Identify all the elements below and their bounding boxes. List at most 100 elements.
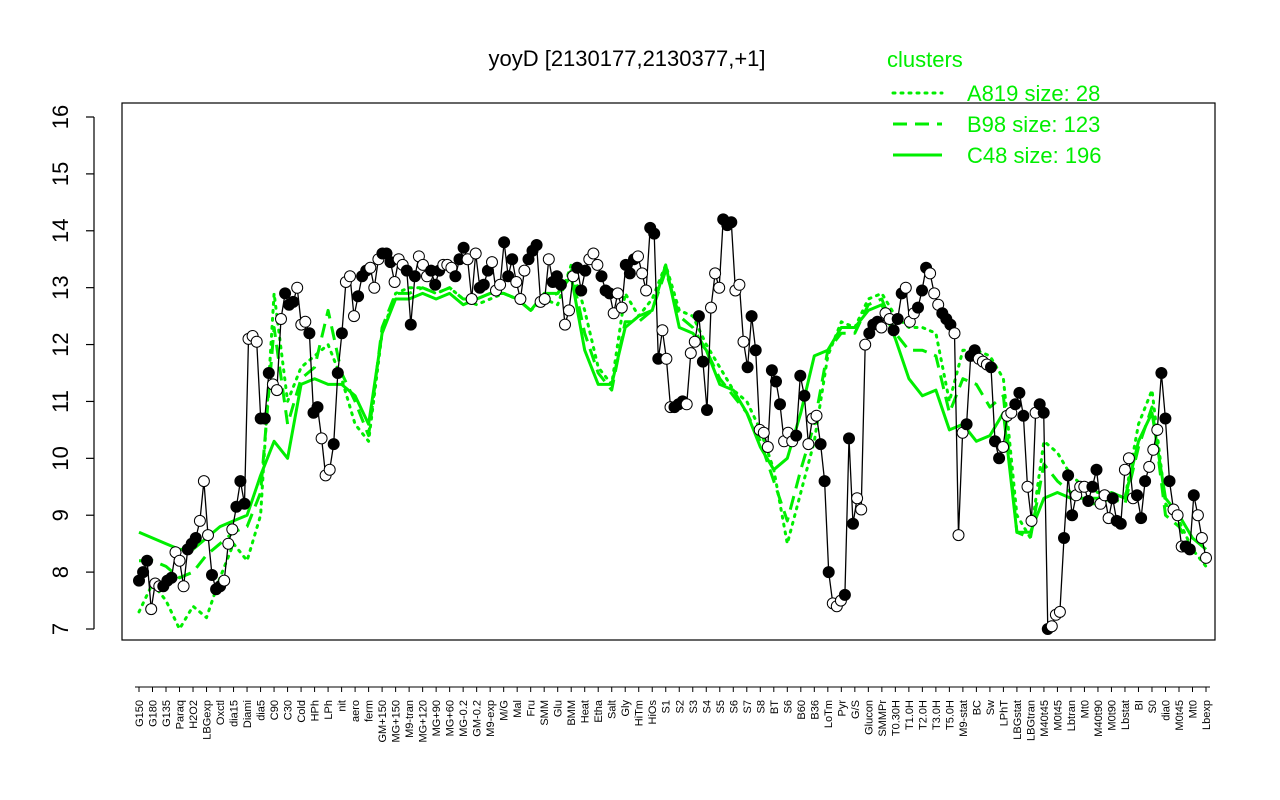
x-tick-label: Oxctl	[215, 700, 227, 725]
cluster-line-C48	[138, 263, 1207, 551]
data-point	[327, 438, 340, 451]
data-point	[193, 514, 206, 527]
data-point	[851, 492, 864, 505]
data-point	[226, 523, 239, 536]
data-point	[757, 426, 770, 439]
data-point	[206, 569, 218, 581]
data-point	[559, 318, 571, 331]
data-point	[364, 261, 377, 274]
x-tick-label: S8	[755, 700, 767, 713]
x-tick-label: S6	[728, 700, 740, 713]
x-tick-label: S1	[661, 700, 673, 713]
data-point	[457, 241, 470, 254]
data-point	[822, 566, 835, 579]
data-point	[189, 532, 202, 544]
data-point	[1195, 532, 1208, 544]
x-tick-label: GM-0.2	[472, 700, 484, 737]
x-tick-label: M0t45	[1174, 700, 1186, 731]
data-point	[701, 404, 713, 416]
x-tick-label: Lbexp	[1201, 700, 1213, 730]
x-tick-label: LPhT	[998, 700, 1010, 727]
legend-entry: B98 size: 123	[967, 112, 1100, 137]
data-point	[761, 441, 774, 453]
y-tick-label: 7	[48, 623, 73, 635]
data-point	[486, 256, 498, 269]
x-tick-label: Sw	[985, 700, 997, 715]
data-point	[1200, 551, 1212, 564]
data-point	[331, 367, 344, 379]
data-point	[607, 307, 620, 320]
x-tick-label: LPh	[323, 700, 335, 720]
data-point	[335, 327, 348, 340]
data-point	[234, 475, 247, 488]
data-point	[579, 264, 592, 277]
x-tick-label: B60	[796, 700, 808, 720]
data-point	[1013, 386, 1026, 399]
data-point	[656, 324, 669, 337]
data-point	[960, 418, 973, 431]
data-point	[498, 236, 511, 249]
x-tick-label: G/S	[850, 700, 862, 719]
data-point	[1139, 475, 1152, 488]
data-point	[749, 344, 762, 357]
data-point	[733, 278, 746, 291]
data-point	[916, 284, 928, 297]
x-tick-label: T2.0H	[917, 700, 929, 730]
data-point	[303, 327, 316, 340]
data-point	[417, 258, 429, 271]
data-point	[1118, 463, 1131, 476]
data-point	[997, 441, 1010, 453]
data-point	[680, 398, 693, 411]
data-point	[696, 355, 709, 368]
data-point	[818, 475, 831, 488]
data-point	[887, 324, 900, 337]
data-point	[315, 432, 328, 445]
data-point	[465, 293, 478, 305]
data-point	[510, 276, 523, 288]
data-point	[1155, 367, 1168, 379]
x-tick-label: MG+60	[445, 700, 457, 736]
data-point	[1037, 406, 1050, 419]
x-tick-label: S2	[674, 700, 686, 713]
data-point	[611, 287, 624, 300]
x-tick-label: Lbstat	[1120, 700, 1132, 730]
x-tick-label: SMMPr	[877, 700, 889, 737]
data-point	[262, 367, 275, 379]
y-tick-label: 9	[48, 509, 73, 521]
x-tick-label: MG+90	[431, 700, 443, 736]
x-tick-label: BMM	[566, 700, 578, 726]
data-point	[640, 284, 653, 297]
data-point	[725, 216, 738, 229]
x-tick-label: Gly	[620, 700, 632, 717]
plot-frame	[121, 102, 1216, 641]
data-point	[985, 361, 997, 374]
data-point	[993, 452, 1006, 465]
data-point	[469, 247, 482, 260]
series-layer	[133, 213, 1212, 635]
data-point	[745, 310, 758, 323]
data-point	[1163, 475, 1176, 488]
data-point	[538, 293, 551, 305]
data-point	[1021, 480, 1034, 493]
data-point	[494, 278, 507, 291]
data-point	[250, 335, 263, 348]
data-point	[1171, 509, 1184, 522]
data-point	[270, 384, 283, 397]
legend-entry: A819 size: 28	[967, 81, 1100, 106]
data-point	[514, 293, 527, 305]
data-point	[238, 497, 251, 510]
cluster-line-B98	[139, 269, 1207, 580]
x-tick-label: MG+150	[391, 700, 403, 743]
x-tick-label: M0t90	[1106, 700, 1118, 731]
data-point	[1106, 492, 1119, 505]
data-point	[408, 270, 421, 283]
data-point	[218, 574, 231, 587]
data-point	[1066, 509, 1079, 522]
data-point	[1025, 514, 1038, 527]
x-tick-label: G150	[134, 700, 146, 727]
x-tick-label: ferm	[364, 700, 376, 722]
x-tick-label: BC	[971, 700, 983, 715]
data-point	[287, 295, 300, 308]
x-tick-label: Glu	[553, 700, 565, 717]
